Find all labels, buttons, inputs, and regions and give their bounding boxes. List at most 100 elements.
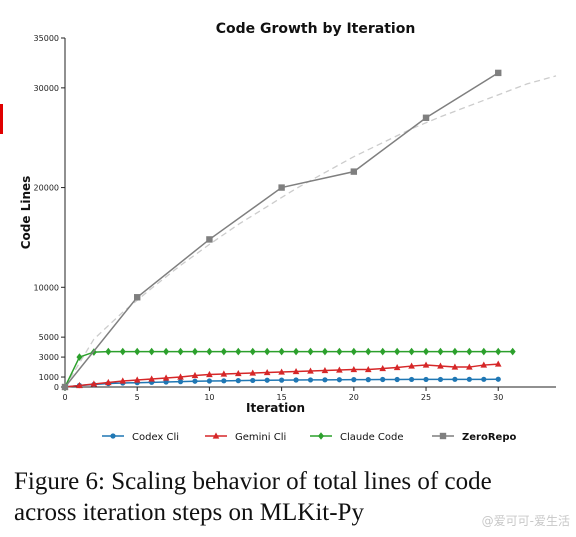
y-tick-label: 30000 — [34, 84, 59, 93]
data-point — [495, 376, 501, 382]
data-point — [364, 365, 372, 373]
chart-title: Code Growth by Iteration — [216, 21, 416, 37]
data-point — [134, 347, 141, 356]
data-point — [235, 378, 241, 384]
data-point — [278, 184, 285, 191]
data-point — [133, 376, 141, 383]
data-point — [380, 376, 386, 383]
data-point — [321, 347, 328, 356]
data-point — [422, 114, 430, 121]
data-point — [162, 374, 170, 381]
data-point — [263, 368, 271, 376]
data-point — [451, 347, 458, 356]
x-tick-label: 25 — [421, 393, 431, 402]
data-point — [264, 347, 271, 356]
data-point — [495, 347, 502, 356]
data-point — [278, 347, 285, 356]
data-point — [336, 366, 343, 373]
data-point — [177, 373, 184, 380]
data-point — [322, 377, 328, 383]
data-point — [279, 377, 285, 383]
figure-caption: Figure 6: Scaling behavior of total line… — [14, 466, 570, 528]
data-point — [148, 375, 155, 382]
data-point — [307, 377, 314, 383]
legend-label: Gemini Cli — [235, 432, 286, 443]
data-point — [365, 347, 372, 356]
series-zerorepo — [61, 69, 502, 391]
y-tick-label: 35000 — [34, 34, 59, 43]
data-point — [318, 432, 324, 440]
data-point — [249, 347, 256, 356]
legend-item-claude-code: Claude Code — [310, 432, 404, 443]
data-point — [249, 369, 257, 376]
data-point — [163, 379, 169, 385]
data-point — [105, 378, 112, 386]
y-axis-label: Code Lines — [19, 176, 33, 250]
data-point — [336, 347, 343, 356]
x-tick-label: 5 — [135, 393, 140, 402]
data-point — [408, 347, 415, 356]
x-tick-label: 0 — [62, 393, 67, 402]
data-point — [480, 361, 488, 368]
data-point — [110, 433, 116, 439]
data-point — [394, 376, 400, 383]
code-growth-chart: Code Growth by Iteration 0 1000 3000 5000 100… — [19, 21, 557, 443]
legend-label: Claude Code — [340, 432, 404, 443]
x-axis-label: Iteration — [246, 401, 305, 415]
y-tick-label: 10000 — [34, 283, 59, 292]
data-point — [119, 377, 127, 384]
data-point — [480, 347, 487, 356]
data-point — [163, 347, 170, 356]
data-point — [393, 363, 401, 371]
data-point — [394, 347, 401, 356]
margin-highlight-bar — [0, 104, 3, 134]
data-point — [119, 347, 126, 356]
data-point — [177, 347, 184, 356]
data-point — [206, 236, 213, 243]
data-point — [423, 347, 430, 356]
data-point — [365, 377, 371, 383]
y-tick-label: 5000 — [39, 333, 59, 342]
legend-item-zerorepo: ZeroRepo — [432, 432, 516, 443]
legend-label: ZeroRepo — [462, 432, 516, 443]
data-point — [437, 376, 444, 383]
data-point — [466, 363, 473, 370]
data-point — [76, 353, 83, 361]
legend-label: Codex Cli — [132, 432, 179, 443]
data-point — [90, 380, 98, 387]
x-tick-label: 30 — [493, 393, 503, 402]
data-point — [307, 367, 314, 374]
data-point — [423, 376, 429, 383]
data-point — [206, 378, 213, 384]
y-tick-label: 3000 — [39, 353, 59, 362]
data-point — [191, 347, 198, 356]
data-point — [221, 378, 227, 384]
data-point — [76, 381, 83, 389]
y-tick-label: 1000 — [39, 373, 59, 382]
data-point — [350, 365, 358, 373]
data-point — [495, 69, 502, 77]
data-point — [466, 376, 472, 382]
caption-line-2: across iteration steps on MLKit-Py — [14, 499, 364, 526]
data-point — [292, 367, 300, 375]
watermark-text: @爱可可-爱生活 — [481, 514, 570, 528]
data-point — [192, 378, 198, 384]
trend-line — [64, 75, 557, 388]
data-point — [466, 347, 473, 356]
data-point — [234, 369, 242, 377]
data-point — [220, 347, 227, 356]
data-point — [379, 347, 386, 356]
data-point — [494, 360, 502, 367]
data-point — [408, 362, 415, 369]
data-point — [509, 347, 516, 356]
data-point — [235, 347, 242, 356]
data-point — [212, 432, 220, 439]
data-point — [336, 377, 342, 383]
data-point — [293, 347, 300, 356]
data-point — [250, 377, 256, 384]
data-point — [177, 379, 184, 385]
data-point — [206, 370, 213, 378]
data-point — [439, 432, 447, 440]
data-point — [321, 366, 329, 374]
data-point — [293, 377, 299, 383]
